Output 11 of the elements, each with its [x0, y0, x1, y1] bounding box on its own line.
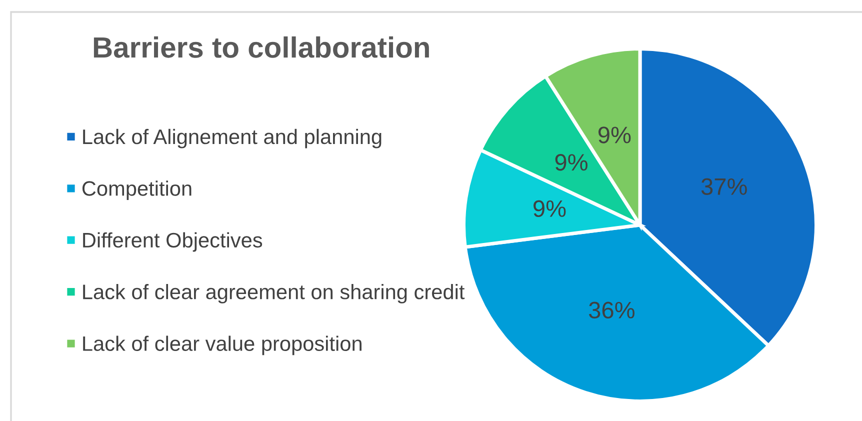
- data-label: 9%: [598, 126, 631, 144]
- data-label: 9%: [555, 154, 588, 171]
- data-label: 9%: [534, 200, 566, 217]
- chart-title: Barriers to collaboration: [94, 36, 429, 58]
- data-label: 37%: [701, 178, 747, 195]
- legend-label: Lack of clear agreement on sharing credit: [83, 284, 465, 304]
- legend-label: Competition: [82, 180, 192, 200]
- legend-label: Lack of Alignement and planning: [83, 128, 382, 148]
- legend-label: Lack of clear value proposition: [83, 336, 362, 356]
- data-label: 36%: [588, 302, 634, 318]
- legend-label: Different Objectives: [83, 232, 262, 252]
